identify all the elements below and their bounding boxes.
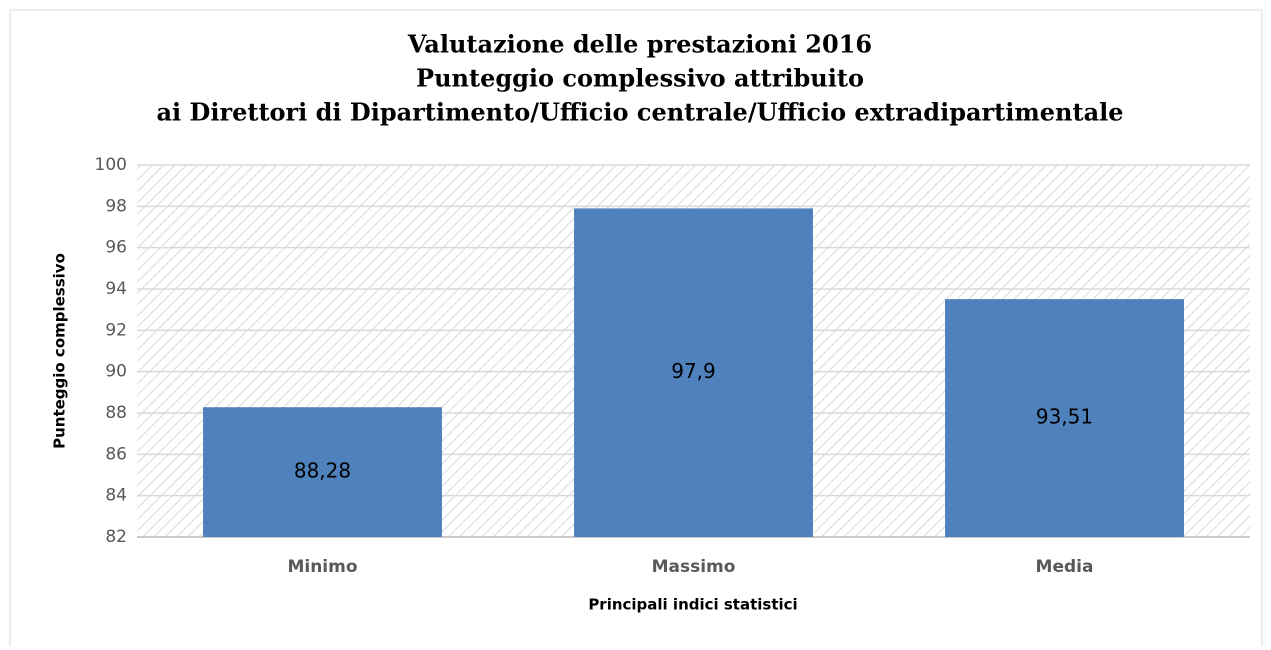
y-tick-label: 98 bbox=[105, 196, 127, 216]
y-tick-label: 96 bbox=[105, 238, 127, 258]
x-axis-title: Principali indici statistici bbox=[588, 596, 797, 614]
x-tick-label: Media bbox=[1036, 557, 1094, 577]
chart-title: ai Direttori di Dipartimento/Ufficio cen… bbox=[156, 98, 1123, 127]
y-tick-label: 86 bbox=[105, 444, 127, 464]
bar bbox=[945, 299, 1184, 537]
chart-title: Punteggio complessivo attribuito bbox=[416, 64, 864, 93]
y-tick-label: 92 bbox=[105, 320, 127, 340]
x-tick-label: Massimo bbox=[652, 557, 736, 577]
chart-border bbox=[9, 9, 1263, 650]
y-tick-label: 100 bbox=[95, 155, 127, 175]
data-label: 97,9 bbox=[671, 359, 716, 383]
y-tick-label: 90 bbox=[105, 362, 127, 382]
x-tick-label: Minimo bbox=[287, 557, 357, 577]
data-label: 93,51 bbox=[1036, 405, 1093, 429]
bar bbox=[574, 208, 813, 537]
y-tick-label: 88 bbox=[105, 403, 127, 423]
y-tick-label: 82 bbox=[105, 527, 127, 547]
y-tick-label: 84 bbox=[105, 486, 127, 506]
data-label: 88,28 bbox=[294, 459, 351, 483]
chart-title: Valutazione delle prestazioni 2016 bbox=[407, 30, 872, 59]
y-tick-label: 94 bbox=[105, 279, 127, 299]
y-axis-title: Punteggio complessivo bbox=[51, 253, 69, 449]
bar bbox=[203, 407, 442, 537]
